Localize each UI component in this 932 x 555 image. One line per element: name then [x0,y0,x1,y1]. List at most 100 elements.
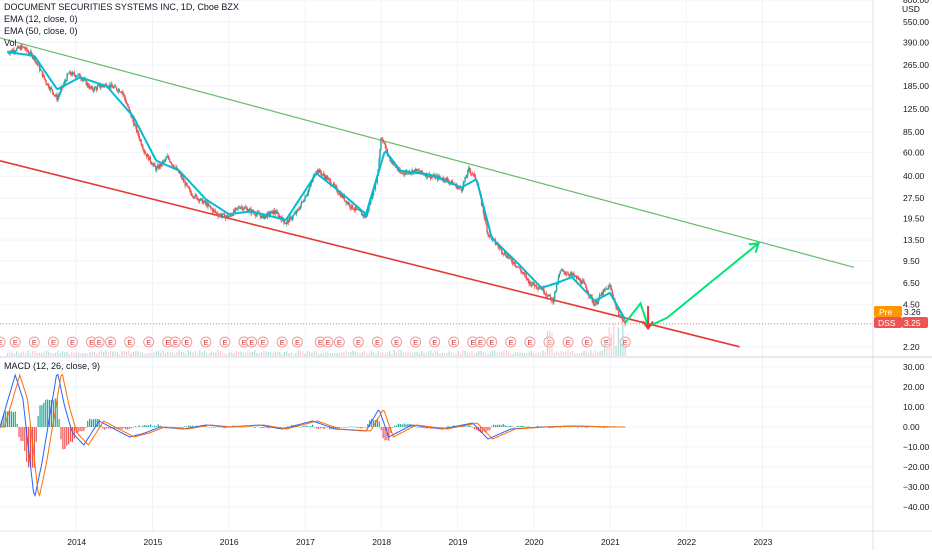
macd-histogram-bar [367,423,369,427]
price-candle-body [508,257,510,258]
macd-histogram-bar [125,427,127,430]
macd-histogram-bar [62,427,64,450]
macd-histogram-bar [85,427,87,428]
volume-bar [169,352,171,356]
price-candle-body [128,107,131,111]
price-candle-body [391,160,393,164]
price-candle-body [544,293,547,295]
price-candle-body [473,173,475,175]
earnings-marker [246,336,258,348]
price-candle-body [58,94,60,97]
volume-bar [617,327,619,356]
price-candle-body [460,188,463,191]
earnings-marker-label: E [127,338,132,347]
price-candle-body [166,157,168,159]
volume-bar [562,352,565,356]
price-candle-body [545,293,548,296]
macd-histogram-bar [178,426,180,428]
price-candle-body [206,202,208,207]
price-candle-body [467,170,469,176]
price-candle-body [73,72,76,76]
price-candle-body [277,213,280,218]
price-candle-body [482,206,485,213]
price-candle-body [619,316,622,318]
macd-histogram-bar [498,424,501,427]
volume-bar [544,352,546,356]
price-candle-body [468,167,470,171]
price-candle-body [8,52,11,54]
macd-histogram-bar [502,423,504,427]
volume-bar [432,353,434,356]
price-candle-body [59,89,62,94]
volume-bar [178,350,180,356]
price-candle-body [323,173,325,177]
volume-bar [601,350,603,356]
price-candle-body [91,87,93,89]
price-candle-body [233,210,236,212]
price-candle-body [342,195,345,198]
macd-histogram-bar [205,426,207,427]
macd-histogram-bar [81,427,83,432]
price-candle-body [152,164,154,166]
price-candle-body [332,183,335,187]
price-candle-body [485,219,487,225]
price-candle-body [341,194,344,198]
volume-bar [288,353,290,356]
volume-bar [338,353,340,356]
volume-bar [123,350,125,356]
price-candle-body [231,215,234,217]
price-candle-body [417,170,420,172]
earnings-marker-label: E [89,338,94,347]
volume-bar [258,353,260,356]
price-candle-body [289,216,292,218]
price-candle-body [278,216,281,218]
price-candle-body [163,160,165,162]
price-candle-body [608,285,610,290]
price-candle-body [584,282,586,285]
volume-bar [320,353,322,356]
macd-histogram-bar [247,427,249,428]
volume-bar [398,350,400,356]
macd-histogram-bar [58,418,60,427]
price-candle-body [347,201,349,205]
volume-bar [68,353,70,356]
price-candle-body [209,205,211,207]
price-candle-body [520,269,522,272]
price-candle-body [583,280,585,283]
macd-histogram-bar [256,426,258,428]
price-candle-body [499,247,501,249]
volume-bar [368,353,370,356]
earnings-marker [276,336,288,348]
volume-bar [599,351,601,356]
volume-bar [274,351,276,356]
volume-bar [446,352,448,356]
volume-bar [361,352,363,356]
volume-bar [295,353,297,356]
macd-histogram-bar [510,425,512,427]
macd-histogram-bar [399,423,401,427]
price-candle-body [110,84,112,88]
price-candle-body [353,209,356,211]
volume-bar [57,350,59,356]
volume-bar [265,351,267,356]
volume-bar [491,350,494,356]
price-candle-body [113,86,115,89]
volume-bar [512,353,514,356]
volume-bar [425,352,427,356]
price-tick-label: 40.00 [903,171,925,181]
volume-bar [187,350,189,356]
volume-bar [7,352,9,356]
macd-histogram-bar [16,423,18,427]
price-candle-body [560,269,562,272]
macd-histogram-bar [31,427,34,468]
price-candle-body [220,214,222,217]
price-candle-body [559,271,561,274]
macd-histogram-bar [336,427,338,428]
price-candle-body [320,172,323,176]
volume-bar [370,350,372,356]
earnings-marker-label: E [508,338,513,347]
price-candle-body [580,282,582,284]
earnings-marker-label: E [70,338,75,347]
